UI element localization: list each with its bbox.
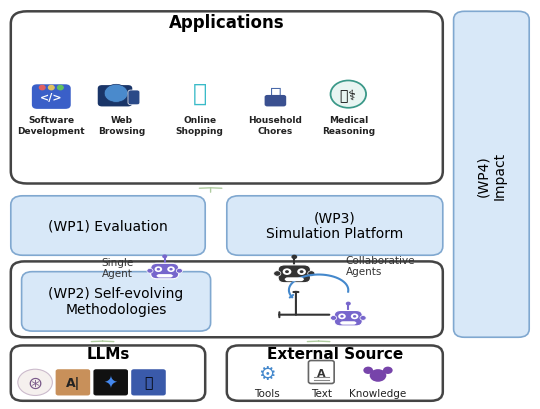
- Circle shape: [154, 267, 162, 272]
- Circle shape: [167, 267, 175, 272]
- Text: Web
Browsing: Web Browsing: [98, 116, 145, 135]
- Text: Single
Agent: Single Agent: [102, 257, 134, 279]
- Circle shape: [177, 269, 183, 274]
- Circle shape: [285, 270, 289, 274]
- FancyBboxPatch shape: [22, 272, 211, 331]
- FancyBboxPatch shape: [334, 311, 362, 326]
- Circle shape: [49, 86, 54, 90]
- FancyBboxPatch shape: [227, 196, 443, 256]
- Circle shape: [282, 269, 292, 275]
- Circle shape: [170, 268, 173, 271]
- FancyBboxPatch shape: [227, 346, 443, 401]
- Circle shape: [338, 314, 346, 319]
- FancyBboxPatch shape: [156, 274, 173, 278]
- Text: Collaborative
Agents: Collaborative Agents: [346, 255, 415, 276]
- Circle shape: [300, 270, 303, 274]
- Circle shape: [363, 367, 373, 374]
- Text: Text: Text: [311, 388, 332, 398]
- Circle shape: [383, 367, 393, 374]
- Circle shape: [308, 271, 315, 276]
- Circle shape: [332, 82, 365, 108]
- Text: (WP4)
Impact: (WP4) Impact: [476, 152, 507, 200]
- FancyBboxPatch shape: [32, 85, 71, 110]
- Circle shape: [330, 316, 336, 321]
- Text: A: A: [317, 368, 326, 378]
- FancyBboxPatch shape: [285, 278, 304, 281]
- Circle shape: [353, 315, 356, 318]
- Text: 🏠: 🏠: [269, 85, 281, 104]
- Text: Medical
Reasoning: Medical Reasoning: [322, 116, 375, 135]
- Circle shape: [18, 369, 52, 396]
- FancyBboxPatch shape: [454, 12, 529, 337]
- FancyBboxPatch shape: [11, 12, 443, 184]
- Text: ✦: ✦: [104, 373, 118, 391]
- Circle shape: [39, 86, 45, 90]
- Circle shape: [104, 85, 128, 103]
- FancyBboxPatch shape: [308, 361, 334, 384]
- Circle shape: [157, 268, 160, 271]
- Text: 🧑‍⚕️: 🧑‍⚕️: [340, 89, 356, 103]
- Text: Knowledge: Knowledge: [349, 388, 407, 398]
- FancyBboxPatch shape: [128, 91, 140, 106]
- Circle shape: [162, 255, 167, 258]
- FancyBboxPatch shape: [278, 265, 310, 283]
- FancyBboxPatch shape: [131, 369, 166, 396]
- Text: (WP3)
Simulation Platform: (WP3) Simulation Platform: [266, 211, 403, 241]
- Text: (WP2) Self-evolving
Methodologies: (WP2) Self-evolving Methodologies: [49, 286, 184, 317]
- Text: (WP1) Evaluation: (WP1) Evaluation: [48, 219, 168, 233]
- Text: ⚙: ⚙: [259, 364, 276, 383]
- FancyBboxPatch shape: [11, 346, 205, 401]
- FancyBboxPatch shape: [265, 96, 286, 107]
- Circle shape: [58, 86, 63, 90]
- Circle shape: [340, 315, 343, 318]
- FancyBboxPatch shape: [11, 196, 205, 256]
- Text: External Source: External Source: [267, 346, 403, 361]
- Circle shape: [147, 269, 153, 274]
- Text: Tools: Tools: [254, 388, 280, 398]
- FancyBboxPatch shape: [56, 369, 90, 396]
- Circle shape: [360, 316, 366, 321]
- Text: Online
Shopping: Online Shopping: [176, 116, 224, 135]
- Text: 🦙: 🦙: [144, 375, 153, 389]
- Circle shape: [346, 302, 351, 306]
- Circle shape: [351, 314, 359, 319]
- Circle shape: [370, 369, 386, 382]
- Circle shape: [292, 255, 297, 259]
- Circle shape: [274, 271, 281, 276]
- Text: LLMs: LLMs: [86, 346, 130, 361]
- Text: </>: </>: [40, 93, 63, 103]
- FancyBboxPatch shape: [11, 262, 443, 337]
- FancyBboxPatch shape: [340, 321, 357, 325]
- FancyBboxPatch shape: [151, 264, 179, 279]
- Text: Software
Development: Software Development: [17, 116, 85, 135]
- Circle shape: [297, 269, 306, 275]
- Text: ⊛: ⊛: [28, 373, 43, 391]
- FancyBboxPatch shape: [93, 369, 128, 396]
- Text: 🛒: 🛒: [193, 81, 207, 105]
- FancyBboxPatch shape: [98, 86, 132, 107]
- Text: A|: A|: [66, 376, 80, 389]
- Text: Applications: Applications: [169, 13, 285, 31]
- Text: Household
Chores: Household Chores: [248, 116, 302, 135]
